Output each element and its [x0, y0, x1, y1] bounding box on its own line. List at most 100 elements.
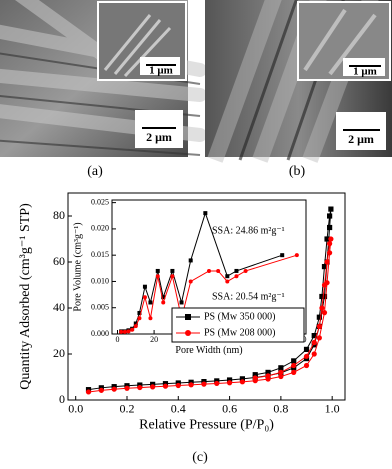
data-point [327, 241, 333, 247]
data-point [175, 382, 181, 389]
x-tick-label: 0.0 [68, 401, 83, 415]
x-axis-label: Pore Width (nm) [175, 345, 242, 356]
inset-chart: 0204060801000.0000.0050.0100.0150.0200.0… [72, 197, 306, 356]
data-point [126, 329, 131, 334]
legend: PS (Mw 350 000) PS (Mw 208 000) [171, 307, 305, 343]
data-point [170, 268, 175, 273]
scale-label: 2 μm [146, 130, 172, 144]
data-point [179, 300, 184, 305]
data-point [280, 253, 285, 258]
y-tick-label: 0.010 [91, 276, 109, 285]
legend-box [171, 307, 305, 343]
plot-frame [67, 192, 346, 401]
y-tick-label: 0.015 [91, 250, 109, 259]
data-point [311, 339, 317, 346]
data-point [239, 379, 246, 385]
data-point [188, 258, 193, 263]
legend-label: PS (Mw 208 000) [204, 327, 275, 338]
data-point [328, 206, 334, 212]
data-point [137, 316, 142, 321]
data-point [303, 362, 310, 369]
data-point [243, 268, 248, 273]
data-point [316, 323, 322, 329]
data-point [124, 385, 130, 391]
annotation: SSA: 20.54 m²g⁻¹ [212, 291, 285, 302]
data-point [155, 274, 160, 279]
y-tick-label: 60 [53, 254, 65, 268]
x-tick-label: 1.0 [325, 401, 340, 415]
data-point [327, 213, 333, 219]
data-point [142, 295, 147, 300]
data-point [119, 329, 124, 334]
data-point [214, 380, 220, 387]
data-point [133, 324, 138, 329]
legend-marker [185, 314, 191, 320]
data-point [188, 382, 194, 388]
y-tick-label: 0.000 [91, 329, 109, 338]
data-point [265, 373, 271, 379]
data-point [133, 321, 138, 326]
data-point [252, 372, 258, 378]
data-point [303, 353, 310, 359]
panel-label: (a) [87, 164, 103, 179]
legend-marker [185, 330, 191, 336]
data-point [226, 380, 233, 386]
data-point [321, 264, 328, 270]
panel-label: (b) [289, 164, 306, 179]
data-point [155, 268, 160, 273]
y-tick-label: 0 [59, 392, 65, 406]
data-point [327, 250, 333, 256]
data-point [234, 268, 239, 273]
data-point [324, 236, 330, 242]
data-point [170, 274, 175, 279]
data-point [291, 358, 297, 364]
data-point [321, 282, 328, 288]
data-point [203, 211, 208, 216]
data-point [239, 376, 246, 382]
data-point [278, 365, 284, 371]
data-point [328, 236, 334, 242]
y-axis-label: Quantity Adsorbed (cm³g⁻¹ STP) [18, 203, 33, 390]
legend-label: PS (Mw 350 000) [204, 311, 275, 322]
y-tick-label: 0.025 [91, 197, 109, 206]
data-point [321, 310, 328, 316]
x-tick-label: 0.4 [171, 401, 186, 415]
data-point [201, 381, 207, 387]
data-point [311, 333, 317, 339]
data-point [142, 284, 147, 289]
data-point [294, 253, 299, 258]
data-point [137, 384, 143, 391]
data-point [327, 224, 333, 231]
x-tick-label: 0.8 [273, 401, 288, 415]
scale-label: 1 μm [149, 65, 173, 77]
x-tick-label: 20 [150, 335, 158, 344]
x-axis-label: Relative Pressure (P/P₀) [139, 417, 274, 432]
y-axis-label: Pore Volume (cm³g⁻¹) [72, 222, 83, 311]
data-point [162, 383, 169, 389]
data-point [316, 314, 322, 320]
data-point [130, 327, 135, 332]
data-point [252, 375, 258, 381]
x-tick-label: 0.6 [222, 401, 237, 415]
data-point [216, 268, 221, 273]
data-point [278, 369, 284, 375]
data-point [225, 274, 230, 279]
data-point [234, 274, 239, 279]
main-chart: 0.0 0.2 0.4 0.6 0.8 1.0 0 20 40 60 80 Relative Pres… [18, 192, 346, 432]
scale-label: 2 μm [348, 132, 374, 146]
data-point [226, 377, 233, 383]
x-tick-label: 0.2 [119, 401, 134, 415]
data-point [291, 369, 297, 375]
data-point [303, 346, 310, 352]
data-point [319, 305, 325, 311]
data-point [316, 335, 322, 341]
x-tick-label: 0 [115, 335, 119, 344]
y-tick-label: 80 [53, 208, 65, 222]
data-point [319, 293, 325, 300]
data-point [324, 259, 330, 265]
data-point [137, 310, 142, 315]
data-point [148, 300, 153, 305]
data-point [207, 268, 211, 273]
